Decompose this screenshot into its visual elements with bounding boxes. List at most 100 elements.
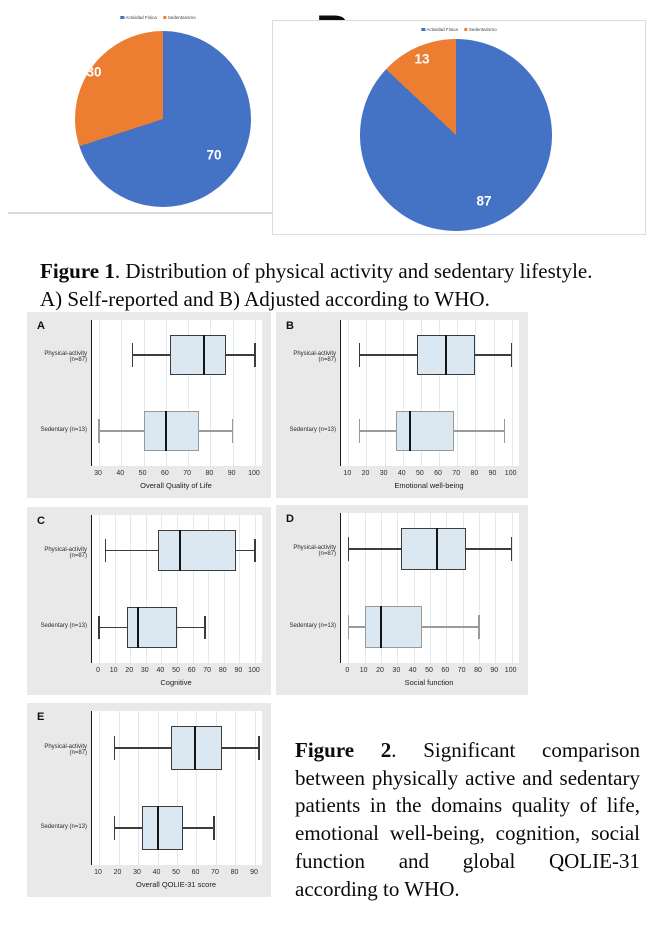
- gridline: [254, 320, 256, 466]
- x-tick-label: 70: [183, 470, 192, 477]
- x-tick-label: 80: [230, 869, 239, 876]
- iqr-box: [364, 606, 422, 648]
- gridline: [397, 513, 399, 663]
- panel-letter: D: [286, 513, 294, 525]
- panel-letter: A: [37, 320, 45, 332]
- sedentary-swatch-icon: [463, 27, 468, 32]
- gridline: [188, 320, 190, 466]
- median-line: [137, 606, 139, 649]
- pie-a-legend: Actividad Física Sedentarismo: [120, 15, 196, 20]
- legend-item: Actividad Física: [120, 15, 157, 20]
- x-tick-label: 90: [490, 667, 499, 674]
- figure2-caption-text: . Significant comparison between physica…: [295, 738, 640, 901]
- x-tick-label: 10: [109, 667, 118, 674]
- gridline: [511, 513, 513, 663]
- x-tick-label: 10: [343, 470, 352, 477]
- whisker-cap: [358, 419, 360, 443]
- x-tick-label: 40: [152, 869, 161, 876]
- gridline: [99, 515, 101, 663]
- x-tick-label: 70: [452, 470, 461, 477]
- x-tick-label: 40: [116, 470, 125, 477]
- figure1-caption-text: . Distribution of physical activity and …: [40, 259, 593, 311]
- y-axis-group-label: Sedentary (n=13): [289, 426, 336, 433]
- whisker-cap: [232, 419, 234, 443]
- gridline: [99, 711, 101, 865]
- gridline: [114, 515, 116, 663]
- x-tick-label: 100: [504, 470, 517, 477]
- y-axis-group-label: Sedentary (n=13): [40, 623, 87, 630]
- legend-item: Sedentarismo: [162, 15, 196, 20]
- legend-label: Actividad Física: [426, 27, 458, 32]
- gridline: [478, 513, 480, 663]
- gridline: [192, 515, 194, 663]
- whisker-cap: [98, 615, 100, 640]
- iqr-box: [400, 528, 466, 570]
- x-tick-label: 30: [140, 667, 149, 674]
- gridline: [196, 711, 198, 865]
- gridline: [457, 320, 459, 466]
- gridline: [130, 515, 132, 663]
- x-tick-label: 30: [94, 470, 102, 477]
- gridline: [413, 513, 415, 663]
- figure1-caption-bold: Figure 1: [40, 259, 115, 283]
- figure2-caption-bold: Figure 2: [295, 738, 392, 762]
- median-line: [164, 410, 167, 452]
- gridline: [493, 320, 495, 466]
- sedentary-swatch-icon: [162, 15, 167, 20]
- median-line: [380, 606, 382, 648]
- x-tick-label: 80: [205, 470, 214, 477]
- gridline: [239, 515, 241, 663]
- gridline: [145, 515, 147, 663]
- iqr-box: [143, 410, 200, 452]
- gridline: [177, 515, 178, 663]
- x-tick-label: 50: [416, 470, 424, 477]
- median-line: [409, 410, 412, 452]
- gridline: [99, 320, 101, 466]
- y-axis-group-label: Sedentary (n=13): [289, 623, 336, 629]
- median-line: [202, 334, 205, 376]
- y-axis-group-label: Sedentary (n=13): [40, 824, 87, 831]
- x-tick-label: 40: [408, 667, 417, 674]
- gridline: [121, 320, 123, 466]
- figure1-caption: Figure 1. Distribution of physical activ…: [40, 258, 605, 313]
- x-tick-label: 30: [392, 667, 401, 674]
- x-tick-label: 60: [191, 869, 200, 876]
- whisker-cap: [254, 343, 256, 367]
- x-axis-title: Cognitive: [160, 678, 192, 687]
- gridline: [495, 513, 497, 663]
- iqr-box: [127, 606, 177, 649]
- y-axis-group-label: Physical-activity (n=87): [44, 351, 87, 364]
- whisker-cap: [510, 343, 513, 367]
- gridline: [232, 320, 234, 466]
- legend-label: Sedentarismo: [468, 27, 497, 32]
- whisker-cap: [131, 343, 134, 367]
- x-tick-label: 40: [156, 667, 165, 674]
- x-tick-label: 10: [359, 667, 368, 674]
- gridline: [118, 711, 120, 865]
- median-line: [179, 529, 182, 572]
- legend-item: Actividad Física: [421, 27, 458, 32]
- median-line: [156, 806, 159, 850]
- x-tick-label: 60: [441, 667, 450, 674]
- gridline: [381, 513, 382, 663]
- whisker-cap: [98, 419, 100, 443]
- iqr-box: [158, 529, 237, 572]
- x-tick-label: 80: [218, 667, 227, 674]
- pie-b-sedentary-value: 13: [414, 51, 430, 67]
- gridline: [366, 320, 368, 466]
- boxplot-panel-cognitive: C Physical-activity (n=87) Sedentary (n=13…: [27, 507, 271, 695]
- pie-a-sedentary-value: 30: [86, 64, 102, 80]
- x-tick-label: 20: [361, 470, 370, 477]
- x-tick-label: 40: [397, 470, 406, 477]
- x-tick-label: 100: [504, 667, 517, 674]
- gridline: [138, 711, 139, 865]
- x-tick-label: 30: [379, 470, 388, 477]
- gridline: [157, 711, 159, 865]
- active-swatch-icon: [120, 15, 124, 20]
- whisker-cap: [478, 615, 480, 639]
- boxplot-panel-social-function: D Physical-activity (n=87) Sedentary (n=13…: [276, 505, 528, 695]
- whisker-cap: [347, 615, 350, 639]
- gridline: [511, 320, 513, 466]
- y-axis-group-label: Physical-activity (n=87): [293, 545, 336, 557]
